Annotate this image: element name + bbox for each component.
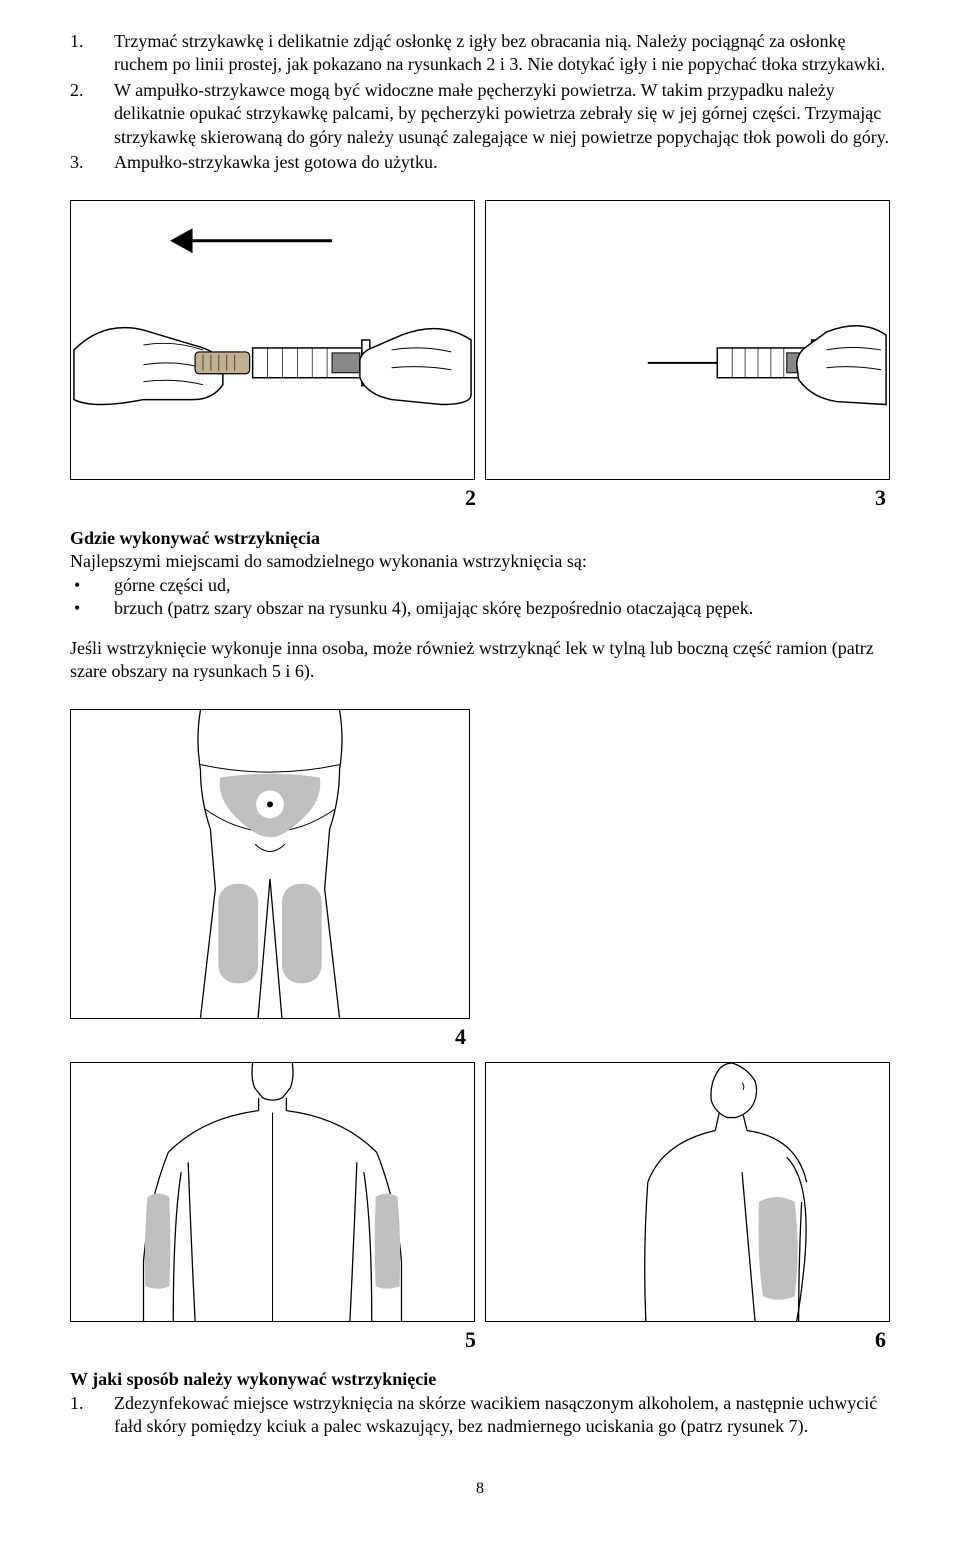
figure-label-4: 4 [70, 1023, 470, 1052]
bullet-mark: • [70, 597, 114, 620]
list-item: 1. Zdezynfekować miejsce wstrzyknięcia n… [70, 1392, 890, 1439]
heading-how-to-inject: W jaki sposób należy wykonywać wstrzykni… [70, 1368, 890, 1391]
figure-number-row-4: 4 [70, 1023, 470, 1052]
figure-number-row-bottom: 5 6 [70, 1326, 890, 1355]
page-number: 8 [70, 1479, 890, 1500]
figure-row-syringes [70, 200, 890, 480]
syringe-cap-removal-illustration [71, 201, 474, 479]
intro-text: Najlepszymi miejscami do samodzielnego w… [70, 550, 890, 573]
figure-5 [70, 1062, 475, 1322]
figure-3 [485, 200, 890, 480]
paragraph-other-person: Jeśli wstrzyknięcie wykonuje inna osoba,… [70, 637, 890, 684]
bullet-item: • górne części ud, [70, 574, 890, 597]
side-arm-illustration [486, 1063, 889, 1321]
figure-6 [485, 1062, 890, 1322]
item-text: W ampułko-strzykawce mogą być widoczne m… [114, 79, 890, 149]
figure-row-arms [70, 1062, 890, 1322]
figure-2 [70, 200, 475, 480]
item-number: 2. [70, 79, 114, 149]
list-item: 3. Ampułko-strzykawka jest gotowa do uży… [70, 151, 890, 174]
item-text: Ampułko-strzykawka jest gotowa do użytku… [114, 151, 890, 174]
bullet-text: górne części ud, [114, 574, 230, 597]
figure-label-2: 2 [70, 484, 480, 513]
list-item: 1. Trzymać strzykawkę i delikatnie zdjąć… [70, 30, 890, 77]
item-number: 1. [70, 1392, 114, 1439]
bullet-text: brzuch (patrz szary obszar na rysunku 4)… [114, 597, 753, 620]
bullet-item: • brzuch (patrz szary obszar na rysunku … [70, 597, 890, 620]
abdomen-thighs-illustration [71, 710, 469, 1018]
item-text: Zdezynfekować miejsce wstrzyknięcia na s… [114, 1392, 890, 1439]
figure-label-6: 6 [480, 1326, 890, 1355]
item-text: Trzymać strzykawkę i delikatnie zdjąć os… [114, 30, 890, 77]
syringe-needle-exposed-illustration [486, 201, 889, 479]
bullet-mark: • [70, 574, 114, 597]
list-item: 2. W ampułko-strzykawce mogą być widoczn… [70, 79, 890, 149]
instruction-list-a: 1. Trzymać strzykawkę i delikatnie zdjąć… [70, 30, 890, 174]
figure-4 [70, 709, 470, 1019]
figure-label-3: 3 [480, 484, 890, 513]
figure-label-5: 5 [70, 1326, 480, 1355]
item-number: 1. [70, 30, 114, 77]
back-arms-illustration [71, 1063, 474, 1321]
item-number: 3. [70, 151, 114, 174]
figure-number-row-top: 2 3 [70, 484, 890, 513]
figure-row-4 [70, 709, 890, 1019]
heading-injection-site: Gdzie wykonywać wstrzyknięcia [70, 527, 890, 550]
